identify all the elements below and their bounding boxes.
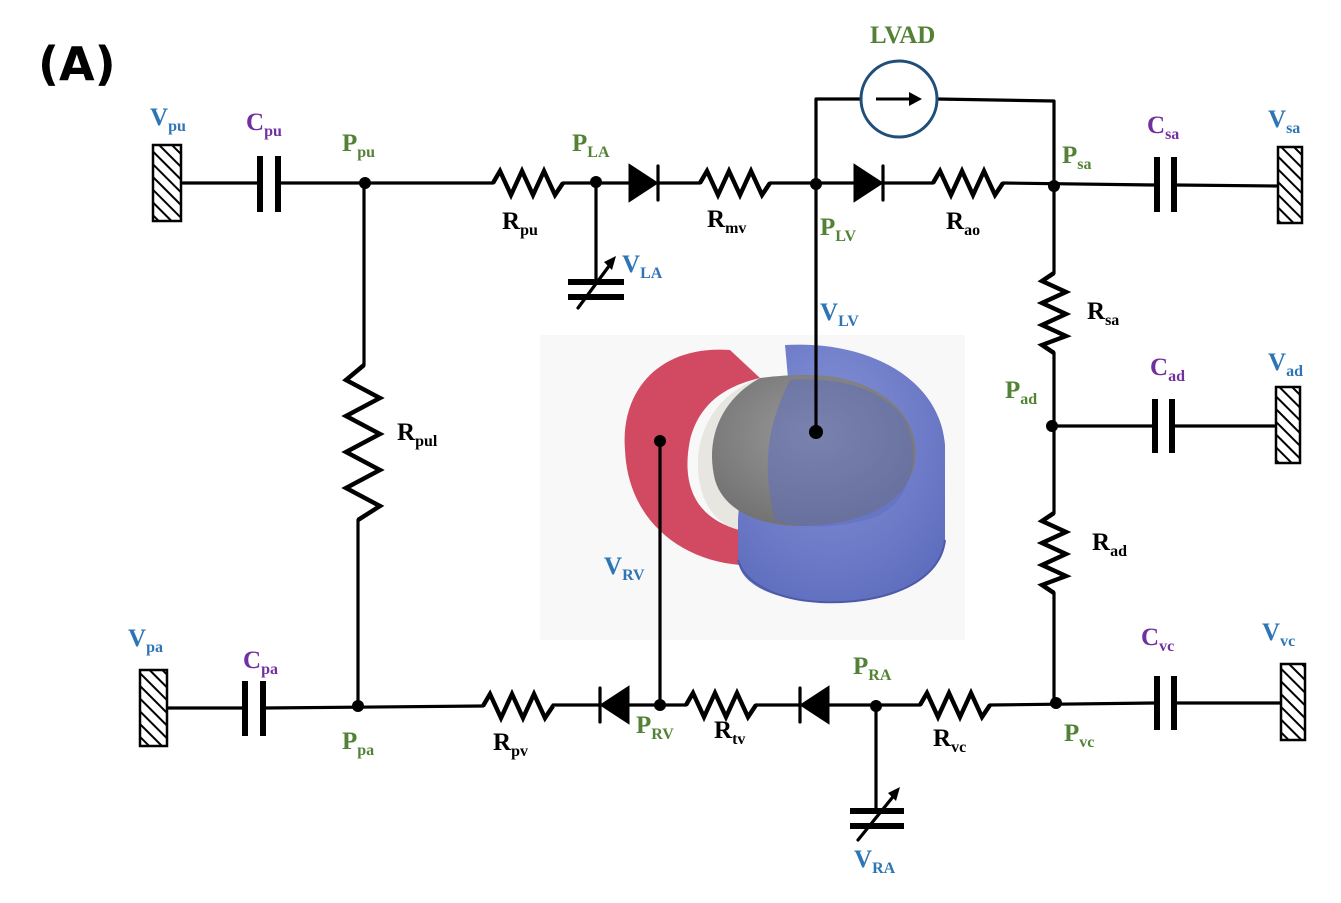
capacitor-c-pu [257,156,281,212]
capacitor-c-vc [1154,676,1177,730]
resistor-r-mv [698,165,772,201]
label-c-sa: Csa [1147,112,1179,143]
resistor-r-pul [341,363,385,522]
label-p-rv: PRV [636,712,674,743]
label-p-pu: Ppu [342,130,375,161]
label-p-ra: PRA [853,653,892,684]
resistor-r-ad [1036,511,1072,595]
label-p-sa: Psa [1062,142,1092,173]
capacitor-c-pa [242,681,266,736]
circuit-nodes [352,176,1062,712]
resistor-r-ao [931,165,1005,201]
label-v-la: VLA [622,251,663,282]
label-r-pu: Rpu [502,208,538,239]
variable-capacitor-v-ra [850,787,904,842]
label-r-sa: Rsa [1087,298,1119,329]
label-v-vc: Vvc [1262,619,1295,650]
label-p-lv: PLV [820,214,856,245]
label-v-ra: VRA [854,846,896,877]
ground-v-sa [1276,145,1304,225]
label-v-sa: Vsa [1268,106,1300,137]
ground-v-vc [1279,662,1307,742]
ground-v-ad [1274,385,1302,465]
ground-v-pu [151,143,183,223]
label-p-vc: Pvc [1064,720,1094,751]
label-v-ad: Vad [1268,349,1303,380]
label-p-pa: Ppa [342,728,374,759]
label-r-vc: Rvc [933,725,966,756]
label-c-vc: Cvc [1141,624,1174,655]
lvad-pump [859,59,939,139]
resistor-r-pv [481,688,555,724]
resistor-r-vc [918,687,992,723]
label-c-pa: Cpa [243,647,278,678]
ground-v-pa [138,668,169,748]
label-r-pul: Rpul [397,419,438,450]
label-r-ad: Rad [1092,529,1127,560]
label-r-ao: Rao [946,208,980,239]
heart-illustration [540,335,965,640]
diode-tricuspid [798,685,830,725]
label-v-pu: Vpu [150,104,186,135]
diode-aortic [853,163,885,203]
label-r-pv: Rpv [493,729,528,760]
label-r-tv: Rtv [714,717,745,748]
circuit-wires [166,97,1284,812]
label-c-ad: Cad [1150,354,1185,385]
resistor-r-sa [1036,271,1072,355]
label-v-pa: Vpa [128,625,163,656]
capacitor-c-ad [1152,399,1175,453]
label-v-lv: VLV [820,299,859,330]
diode-pulmonary [598,685,630,725]
resistor-r-tv [684,687,758,723]
capacitor-c-sa [1154,157,1177,212]
label-p-la: PLA [572,130,610,161]
label-r-mv: Rmv [707,206,746,237]
label-c-pu: Cpu [246,109,282,140]
panel-label: (A) [38,37,116,91]
label-v-rv: VRV [604,553,645,584]
label-p-ad: Pad [1005,377,1037,408]
resistor-r-pu [491,165,565,201]
diode-mitral [628,163,660,203]
label-lvad: LVAD [870,22,935,49]
variable-capacitor-v-la [568,256,624,310]
